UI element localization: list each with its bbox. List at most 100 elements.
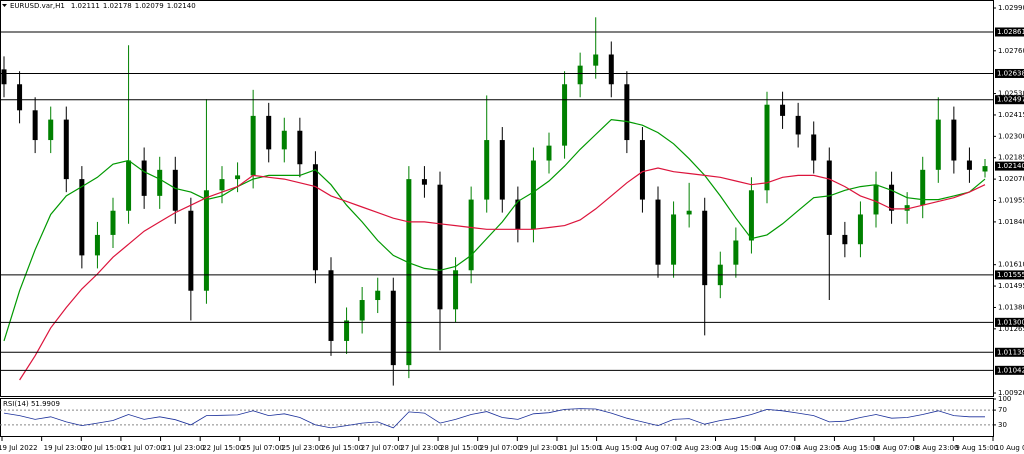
candle-body [48,119,54,141]
x-tick-label: 2 Aug 23:00 [678,444,721,452]
level-label: 1.02497 [997,96,1024,104]
y-tick-label: 1.02070 [998,175,1024,183]
candle-body [203,190,209,291]
candle-body [188,210,194,291]
candle-body [406,179,412,366]
level-box [995,317,1024,327]
candle-body [32,110,38,141]
level-box [995,365,1024,375]
level-label: 1.02861 [997,28,1024,36]
candle-body [453,270,459,310]
ohlc-value: 1.02140 [167,2,196,10]
x-tick-label: 2 Aug 07:00 [638,444,681,452]
candle-body [110,210,116,235]
candle-body [764,104,770,191]
candle-body [141,160,147,196]
moving-average [19,167,986,381]
x-tick-label: 26 Jul 15:00 [321,444,363,452]
x-tick-label: 25 Jul 23:00 [281,444,323,452]
rsi-tick-label: 100 [998,395,1011,403]
x-tick-label: 8 Aug 23:00 [916,444,959,452]
candle-body [468,199,474,271]
menu-arrow[interactable] [2,4,7,7]
candle-body [842,234,848,245]
candle-body [484,140,490,200]
moving-average [3,118,986,342]
candle-body [920,169,926,206]
candle-body [344,320,350,341]
level-box [995,27,1024,37]
x-tick-label: 4 Aug 23:00 [797,444,840,452]
ohlc-value: 1.02178 [103,2,132,10]
candle-body [608,54,614,85]
candle-body [359,300,365,321]
candle-body [904,205,910,211]
candle-body [530,160,536,230]
price-frame [0,0,994,397]
y-tick-label: 1.01610 [998,261,1024,269]
candle-body [375,290,381,301]
level-label: 1.02638 [997,69,1024,77]
y-tick-label: 1.01495 [998,282,1024,290]
rsi-line [3,408,985,429]
x-tick-label: 29 Jul 23:00 [519,444,561,452]
candle-body [390,290,396,366]
x-tick-label: 21 Jul 23:00 [163,444,205,452]
candle-body [686,210,692,215]
candle-body [63,119,69,180]
candle-body [157,169,163,196]
level-label: 1.01300 [997,318,1024,326]
y-tick-label: 1.01840 [998,218,1024,226]
candle-body [889,184,895,211]
candle-body [499,140,505,200]
candle-body [795,115,801,135]
x-tick-label: 28 Jul 15:00 [440,444,482,452]
price-label: 1.02140 [997,162,1024,170]
candle-body [873,184,879,215]
candle-body [593,54,599,66]
candle-body [437,184,443,310]
candle-body [639,140,645,200]
candle-body [702,210,708,286]
x-tick-label: 9 Aug 15:00 [955,444,998,452]
x-tick-label: 25 Jul 07:00 [242,444,284,452]
candle-body [577,65,583,85]
y-tick-label: 1.00920 [998,389,1024,397]
y-tick-label: 1.02415 [998,111,1024,119]
candle-body [281,130,287,150]
candle-body [94,234,100,256]
candle-body [966,160,972,170]
x-tick-label: 22 Jul 15:00 [202,444,244,452]
level-box [995,270,1024,280]
level-box [995,68,1024,78]
ohlc-value: 1.02079 [135,2,164,10]
candle-body [1,69,7,85]
candle-body [219,179,225,191]
x-tick-label: 27 Jul 07:00 [361,444,403,452]
level-box [995,95,1024,105]
candle-body [857,214,863,245]
candle-body [748,190,754,241]
price-box [995,161,1024,171]
y-tick-label: 1.01955 [998,197,1024,205]
x-tick-label: 27 Jul 23:00 [400,444,442,452]
candle-body [811,134,817,161]
candle-body [297,130,303,165]
candle-body [671,214,677,265]
x-tick-label: 4 Aug 07:00 [757,444,800,452]
candle-body [328,270,334,341]
y-tick-label: 1.02760 [998,47,1024,55]
y-tick-label: 1.02300 [998,132,1024,140]
x-tick-label: 21 Jul 07:00 [123,444,165,452]
x-tick-label: 31 Jul 15:00 [559,444,601,452]
candle-body [250,115,256,176]
candle-body [624,84,630,141]
level-box [995,347,1024,357]
ohlc-value: 1.02111 [71,2,100,10]
level-label: 1.01555 [997,271,1024,279]
symbol-title: EURUSD.var,H1 [10,2,65,10]
candle-body [17,84,23,111]
x-tick-label: 10 Aug 07:00 [995,444,1024,452]
